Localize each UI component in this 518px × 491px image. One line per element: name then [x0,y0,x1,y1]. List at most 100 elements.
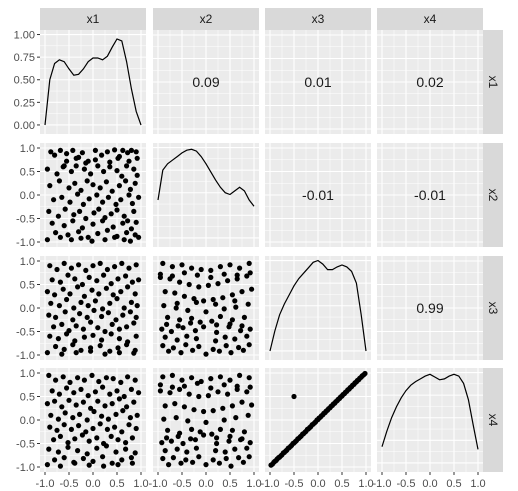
point-x2_vs_x1 [64,158,70,164]
point-x4_vs_x1 [79,432,85,438]
point-x3_vs_x2 [221,271,227,277]
point-x3_vs_x2 [205,282,211,288]
point-x3_vs_x2 [214,322,220,328]
point-x2_vs_x1 [70,147,76,153]
point-x4_vs_x2 [229,403,235,409]
x-tick-label: 1.0 [358,478,373,490]
point-x4_vs_x2 [197,429,203,435]
point-x2_vs_x1 [85,234,91,240]
y-tick-label: 1.00 [14,30,35,42]
point-x3_vs_x1 [61,346,67,352]
point-x3_vs_x1 [105,310,111,316]
point-x4_vs_x1 [60,374,66,380]
point-x4_vs_x1 [73,402,79,408]
point-x4_vs_x2 [164,435,170,441]
point-x3_vs_x2 [239,289,245,295]
point-x2_vs_x1 [133,149,139,155]
point-x3_vs_x2 [221,306,227,312]
point-x2_vs_x1 [61,163,67,169]
strip-top-x2 [153,8,259,30]
point-x4_vs_x1 [70,415,76,421]
point-x2_vs_x1 [121,213,127,219]
point-x4_vs_x2 [233,415,239,421]
point-x4_vs_x1 [84,417,90,423]
point-x4_vs_x1 [131,399,137,405]
point-x4_vs_x2 [217,426,223,432]
x-tick-label: -0.5 [173,478,192,490]
point-x4_vs_x1 [76,423,82,429]
point-x4_vs_x1 [113,411,119,417]
point-x4_vs_x1 [68,426,74,432]
strip-label-right-x1: x1 [486,76,500,89]
point-x3_vs_x1 [88,348,94,354]
point-x2_vs_x1 [65,232,71,238]
point-x2_vs_x1 [77,208,83,214]
point-x2_vs_x1 [100,218,106,224]
point-x3_vs_x2 [217,264,223,270]
point-x3_vs_x2 [241,314,247,320]
point-x4_vs_x1 [90,458,96,464]
point-x3_vs_x1 [133,314,139,320]
point-x2_vs_x1 [108,211,114,217]
point-x4_vs_x2 [236,455,242,461]
point-x2_vs_x1 [131,166,137,172]
point-x3_vs_x1 [59,321,65,327]
point-x4_vs_x1 [108,433,114,439]
point-x3_vs_x2 [220,295,226,301]
point-x3_vs_x2 [179,262,185,268]
y-tick-label: 1.0 [20,256,35,268]
point-x2_vs_x1 [86,196,92,202]
point-x2_vs_x1 [92,157,98,163]
point-x2_vs_x1 [52,152,58,158]
point-x3_vs_x1 [47,333,53,339]
point-x3_vs_x2 [214,329,220,335]
point-x2_vs_x1 [95,230,101,237]
point-x2_vs_x1 [97,185,103,191]
point-x3_vs_x2 [198,266,204,273]
point-x2_vs_x1 [116,153,122,160]
point-x4_vs_x2 [193,445,199,451]
point-x3_vs_x1 [65,272,71,278]
point-x4_vs_x2 [181,383,187,389]
point-x3_vs_x1 [44,289,51,295]
point-x2_vs_x1 [109,188,115,194]
point-x4_vs_x1 [100,384,106,390]
point-x4_vs_x2 [157,382,163,388]
point-x3_vs_x2 [217,313,223,320]
point-x3_vs_x1 [86,274,92,280]
point-x2_vs_x1 [76,229,82,235]
point-x4_vs_x1 [55,449,62,455]
point-x3_vs_x2 [197,319,203,325]
point-x4_vs_x2 [203,462,209,468]
point-x3_vs_x1 [112,264,118,270]
point-x3_vs_x2 [208,274,214,280]
point-x4_vs_x2 [234,383,240,389]
point-x4_vs_x1 [119,457,125,463]
point-x3_vs_x1 [59,351,65,357]
y-tick-label: 0.5 [20,167,35,179]
point-x4_vs_x1 [114,388,120,394]
point-x3_vs_x1 [107,348,113,354]
point-x4_vs_x2 [201,408,207,415]
point-x3_vs_x1 [85,303,91,309]
point-x3_vs_x2 [210,296,216,303]
point-x4_vs_x2 [221,417,227,423]
point-x4_vs_x2 [232,446,238,452]
point-x2_vs_x1 [94,192,100,198]
point-x4_vs_x1 [132,450,138,456]
correlation-x1-x3: 0.01 [304,74,331,90]
point-x4_vs_x1 [44,462,51,468]
point-x4_vs_x1 [103,375,109,381]
point-x4_vs_x2 [244,389,250,395]
point-x2_vs_x1 [44,166,51,172]
point-x4_vs_x2 [222,449,228,455]
point-x4_vs_x2 [160,374,166,380]
x-tick-label: -1.0 [261,478,280,490]
point-x4_vs_x1 [99,413,105,419]
point-x3_vs_x2 [164,321,170,327]
point-x4_vs_x2 [249,402,255,408]
point-x2_vs_x1 [48,149,54,155]
point-x3_vs_x2 [184,333,190,339]
point-x4_vs_x1 [52,398,58,404]
